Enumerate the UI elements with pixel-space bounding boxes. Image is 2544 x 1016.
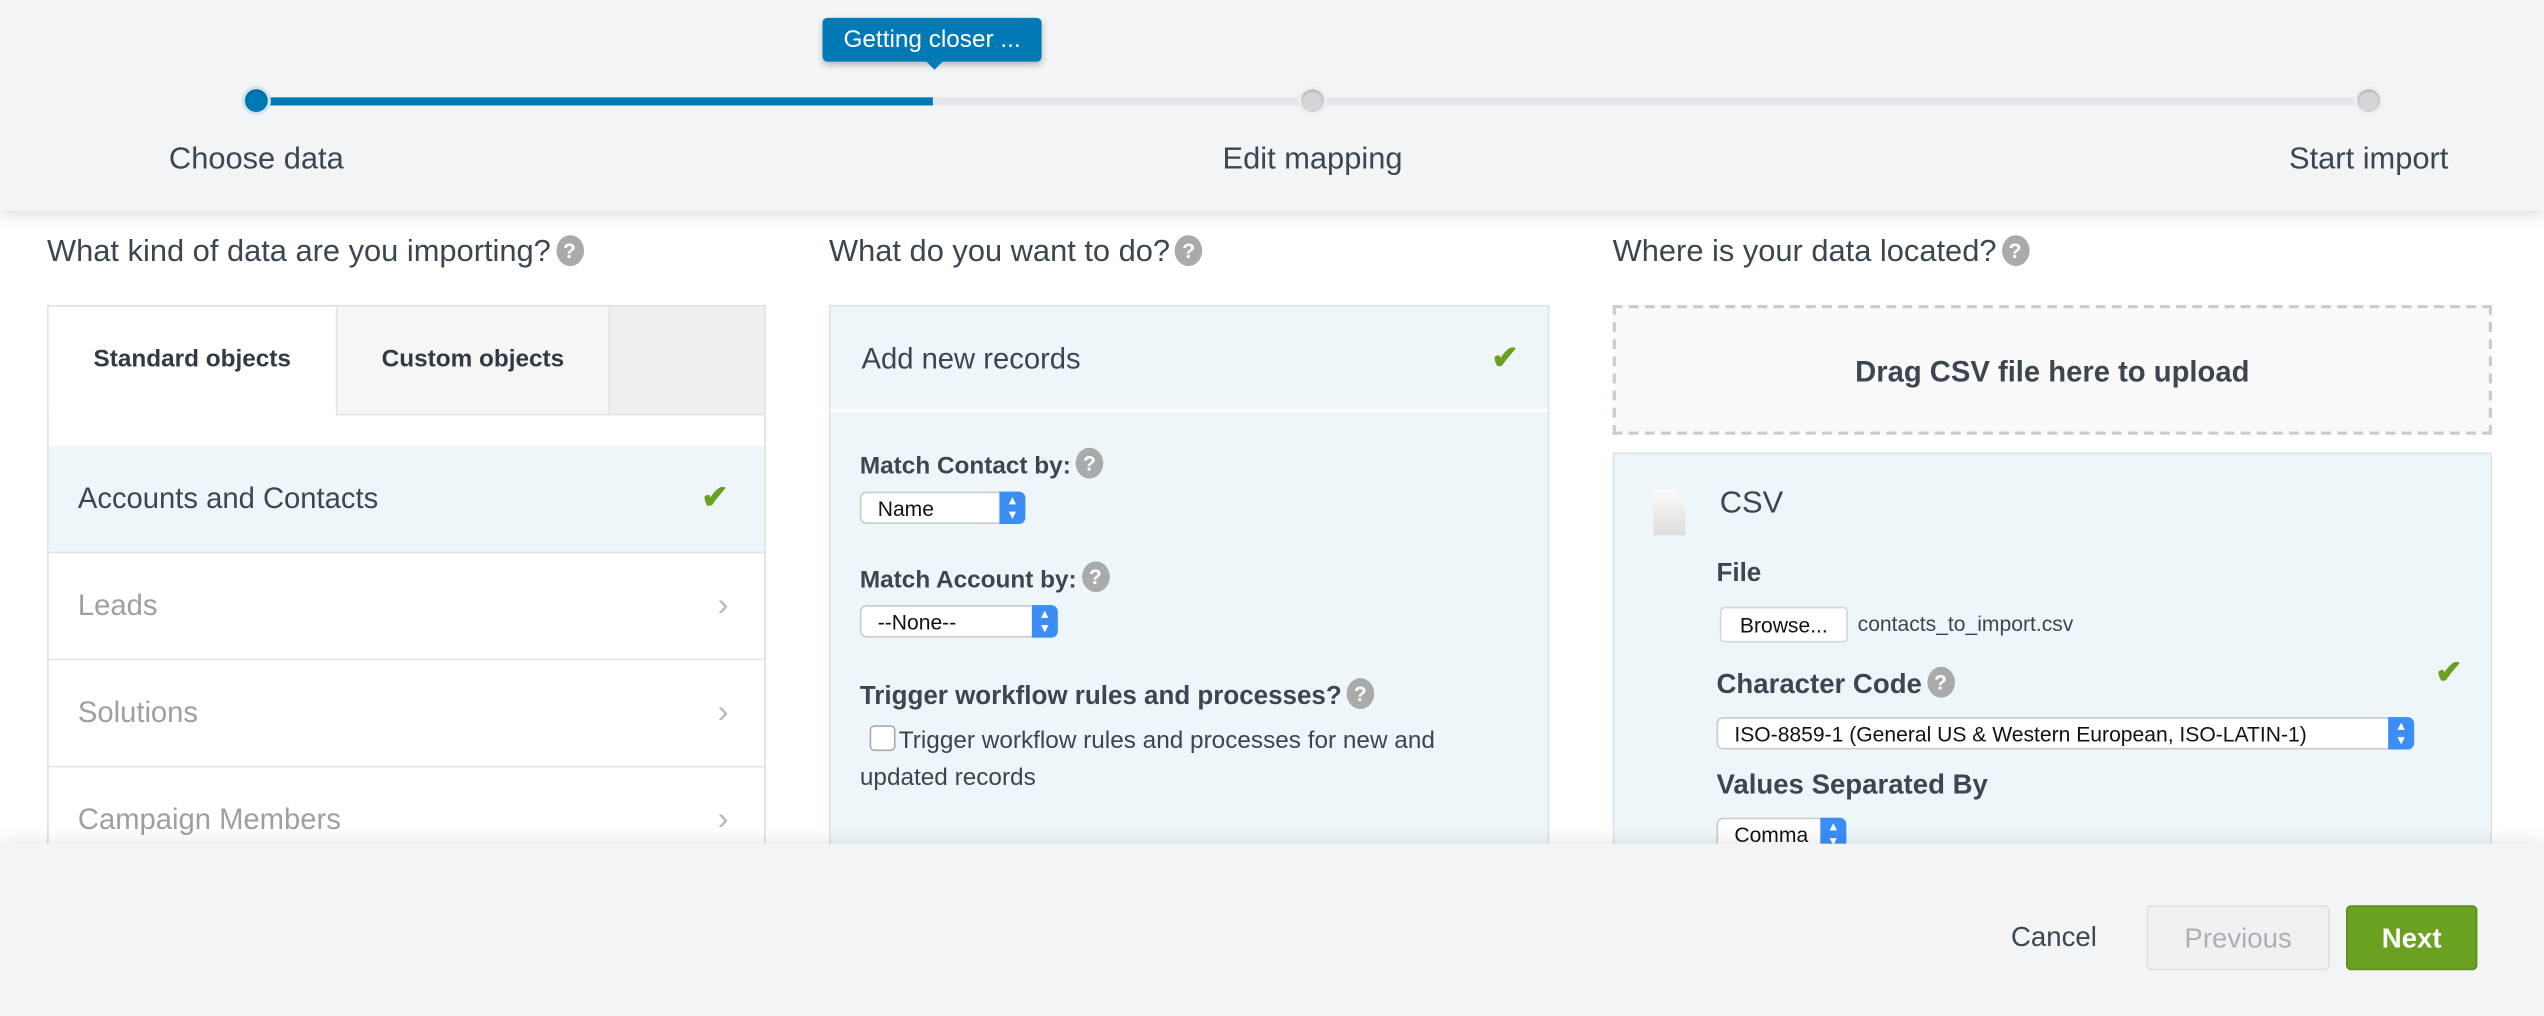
action-add-new-records[interactable]: Add new records ✔: [830, 307, 1548, 413]
list-item-leads[interactable]: Leads ›: [48, 551, 765, 657]
progress-tooltip: Getting closer ...: [822, 17, 1042, 70]
heading-text: What kind of data are you importing?: [47, 235, 551, 270]
charcode-label: Character Code?: [1716, 666, 1955, 701]
progress-fill: [256, 97, 933, 106]
match-contact-select[interactable]: Name ▴ ▾: [859, 491, 1026, 525]
previous-button[interactable]: Previous: [2146, 905, 2330, 971]
trigger-label: Trigger workflow rules and processes??: [860, 678, 1375, 712]
action-label: Add new records: [861, 342, 1081, 375]
chevron-right-icon: ›: [717, 801, 729, 838]
chevron-right-icon: ›: [717, 587, 729, 624]
tab-standard-objects[interactable]: Standard objects: [48, 306, 336, 416]
heading-text: Where is your data located?: [1612, 235, 1997, 270]
checkmark-icon: ✔: [701, 480, 729, 516]
help-icon[interactable]: ?: [1346, 678, 1375, 709]
step-dot-choose-data: [241, 85, 271, 116]
step-dot-edit-mapping: [1297, 85, 1328, 116]
footer-bar: Cancel Previous Next: [0, 843, 2544, 1016]
file-icon: [1653, 489, 1686, 536]
trigger-checkbox-label[interactable]: Trigger workflow rules and processes for…: [859, 726, 1435, 792]
help-icon[interactable]: ?: [1174, 235, 1203, 267]
cancel-button[interactable]: Cancel: [2011, 921, 2097, 953]
help-icon[interactable]: ?: [1075, 447, 1104, 479]
section-heading: What do you want to do??: [829, 235, 1203, 271]
section-heading: Where is your data located??: [1613, 235, 2029, 271]
step-label: Choose data: [168, 142, 344, 177]
match-account-select[interactable]: --None-- ▴ ▾: [859, 605, 1058, 638]
match-account-label: Match Account by:?: [860, 561, 1110, 594]
progress-header: Getting closer ... Choose data Edit mapp…: [0, 0, 2544, 211]
step-dot-start-import: [2354, 85, 2384, 116]
file-name: contacts_to_import.csv: [1857, 611, 2074, 636]
separator-label: Values Separated By: [1716, 769, 1988, 800]
list-item-solutions[interactable]: Solutions ›: [48, 658, 765, 764]
help-icon[interactable]: ?: [555, 235, 584, 267]
item-label: Campaign Members: [77, 803, 341, 836]
tab-custom-objects[interactable]: Custom objects: [335, 306, 611, 414]
select-arrows-icon: ▴ ▾: [2388, 717, 2415, 750]
step-label: Start import: [2289, 142, 2449, 177]
section-heading: What kind of data are you importing??: [47, 235, 584, 271]
step-label: Edit mapping: [1222, 142, 1403, 177]
trigger-checkbox[interactable]: [869, 725, 896, 752]
next-button[interactable]: Next: [2345, 905, 2478, 971]
file-label: File: [1716, 559, 1762, 588]
item-label: Accounts and Contacts: [77, 481, 379, 515]
item-label: Solutions: [77, 696, 199, 729]
heading-text: What do you want to do?: [829, 235, 1171, 270]
csv-drop-zone[interactable]: Drag CSV file here to upload: [1612, 305, 2493, 435]
help-icon[interactable]: ?: [1926, 666, 1955, 698]
help-icon[interactable]: ?: [1081, 561, 1110, 593]
browse-button[interactable]: Browse...: [1719, 606, 1848, 643]
list-item-campaign-members[interactable]: Campaign Members ›: [48, 765, 765, 871]
source-title: CSV: [1719, 486, 1784, 521]
match-contact-label: Match Contact by:?: [860, 447, 1104, 480]
checkmark-icon: ✔: [1491, 340, 1519, 377]
select-arrows-icon: ▴ ▾: [999, 491, 1026, 525]
chevron-right-icon: ›: [717, 694, 729, 731]
checkmark-icon: ✔: [2435, 655, 2463, 692]
list-item-accounts-contacts[interactable]: Accounts and Contacts ✔: [48, 446, 765, 552]
help-icon[interactable]: ?: [2001, 235, 2029, 267]
select-arrows-icon: ▴ ▾: [1031, 605, 1058, 638]
charcode-select[interactable]: ISO-8859-1 (General US & Western Europea…: [1716, 717, 2415, 750]
item-label: Leads: [77, 588, 158, 622]
